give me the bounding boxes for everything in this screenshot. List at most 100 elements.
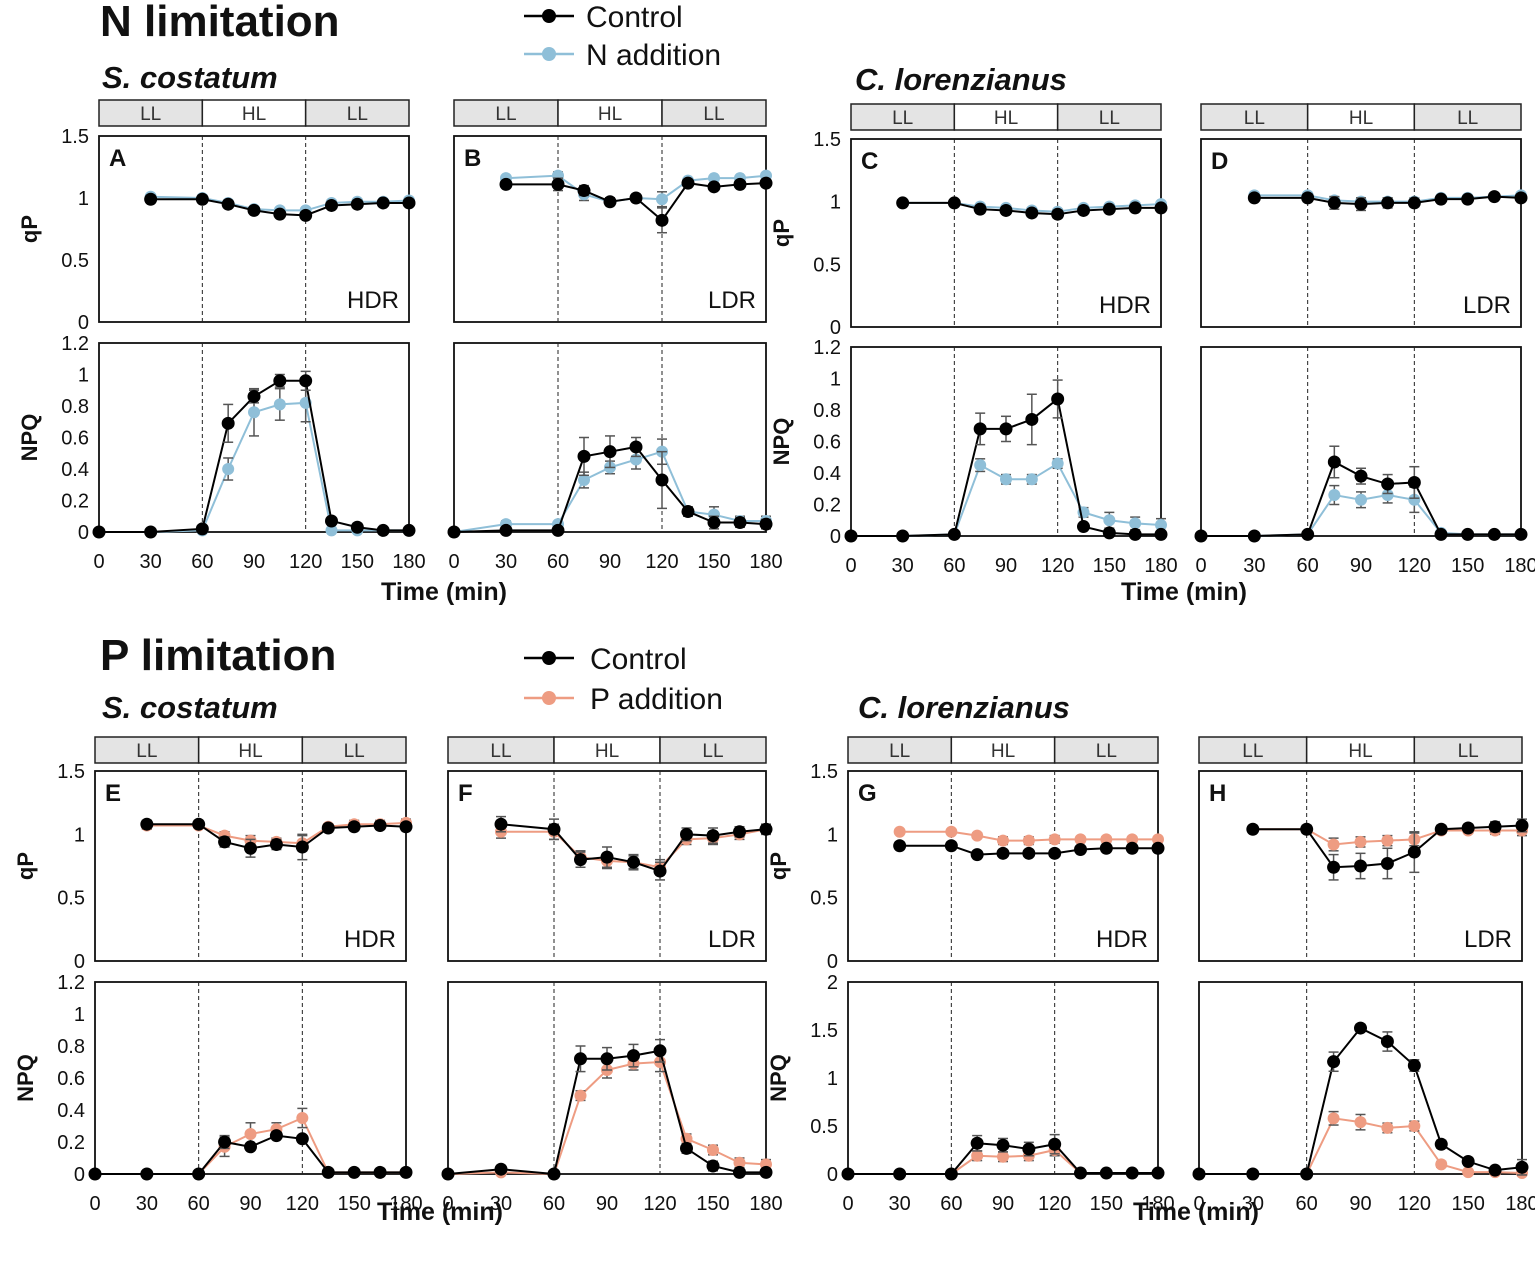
control-data-point <box>733 1165 746 1179</box>
light-period-label-ll: LL <box>344 741 365 762</box>
treatment-data-point <box>945 825 958 838</box>
control-data-point <box>1154 201 1168 215</box>
control-data-point <box>1380 856 1394 870</box>
control-data-point <box>1022 1142 1036 1156</box>
legend-n-control-label: Control <box>586 1 683 34</box>
qp-plot-h: H LDR <box>1198 770 1529 962</box>
control-data-point <box>1407 475 1421 489</box>
control-data-point <box>1487 527 1501 541</box>
control-data-point <box>347 1165 361 1179</box>
control-data-point <box>1246 1167 1260 1181</box>
qp-plot-d: D LDR <box>1200 138 1528 328</box>
dark-rate-label: LDR <box>708 926 756 953</box>
control-data-point <box>140 817 154 831</box>
legend-p-addition-marker <box>542 691 556 705</box>
light-period-box-ll <box>1053 736 1159 764</box>
control-data-point <box>970 848 984 862</box>
y-tick-label: 0.2 <box>57 1132 85 1154</box>
control-data-point <box>996 1138 1010 1152</box>
control-data-point <box>350 197 364 211</box>
control-data-point <box>759 517 773 531</box>
qp-plot-a: 0 0.5 1 1.5 qP A HDR <box>17 126 416 334</box>
treatment-data-point <box>296 1112 309 1124</box>
control-data-point <box>1381 477 1395 491</box>
treatment-data-point <box>1381 834 1394 847</box>
control-data-point <box>1125 841 1139 855</box>
control-data-point <box>373 818 387 832</box>
control-data-point <box>574 853 587 867</box>
npq-plot-e: 0 0.2 0.4 0.6 0.8 1 1.2 NPQ 0 30 60 90 120 150 180 <box>13 972 423 1215</box>
qp-y-axis-title: qP <box>766 852 791 880</box>
y-tick-label: 0.5 <box>61 250 89 272</box>
control-data-point <box>273 207 287 221</box>
y-tick-label: 0 <box>78 522 89 544</box>
control-data-point <box>600 850 614 864</box>
treatment-data-point <box>971 829 984 842</box>
control-data-point <box>1434 1137 1448 1151</box>
light-period-label-hl: HL <box>595 741 619 762</box>
x-tick-label: 180 <box>1141 1193 1174 1215</box>
control-data-point <box>88 1167 102 1181</box>
light-period-box-ll <box>661 99 767 127</box>
treatment-data-point <box>1022 834 1035 847</box>
control-data-point <box>574 1052 587 1066</box>
treatment-data-point <box>1408 1120 1421 1132</box>
control-data-point <box>325 514 338 528</box>
y-tick-label: 0.5 <box>813 254 841 276</box>
x-tick-label: 0 <box>448 551 459 573</box>
control-data-point <box>325 198 338 212</box>
control-data-point <box>1327 860 1341 874</box>
x-tick-label: 150 <box>337 1193 370 1215</box>
treatment-data-point <box>733 1156 746 1169</box>
qp-plot-frame <box>847 770 1159 962</box>
treatment-data-point <box>707 1144 719 1156</box>
control-data-point <box>144 525 158 539</box>
y-tick-label: 0.5 <box>810 888 838 910</box>
control-data-point <box>402 523 416 537</box>
x-tick-label: 0 <box>1193 1193 1204 1215</box>
x-tick-label: 60 <box>188 1193 210 1215</box>
x-tick-label: 30 <box>490 1193 512 1215</box>
y-tick-label: 0 <box>74 1164 85 1186</box>
treatment-data-point <box>1354 1116 1367 1129</box>
control-data-point <box>603 195 617 209</box>
control-data-point <box>996 846 1010 860</box>
control-data-point <box>399 1165 413 1179</box>
npq-plot-g: 0 0.5 1 1.5 2 NPQ 0 30 60 90 120 150 180 <box>766 972 1175 1215</box>
control-data-point <box>1461 821 1475 835</box>
control-data-point <box>1051 207 1065 221</box>
control-data-point <box>321 821 335 835</box>
legend-n: Control N addition <box>524 1 721 72</box>
section-title-p: P limitation <box>100 631 336 680</box>
x-tick-label: 120 <box>645 551 678 573</box>
light-period-label-ll: LL <box>136 741 157 762</box>
y-tick-label: 0 <box>830 526 841 548</box>
y-tick-label: 1 <box>78 188 89 210</box>
legend-n-addition-marker <box>542 47 556 61</box>
control-series-line <box>150 198 409 217</box>
npq-y-axis-title: NPQ <box>17 414 42 462</box>
light-period-box-ll <box>301 736 407 764</box>
control-data-point <box>1077 203 1090 217</box>
x-tick-label: 90 <box>596 1193 618 1215</box>
control-data-point <box>1128 527 1142 541</box>
control-data-point <box>144 192 158 206</box>
qp-plot-frame <box>1200 138 1522 328</box>
control-data-point <box>140 1167 154 1181</box>
legend-n-addition-label: N addition <box>586 39 721 72</box>
x-tick-label: 150 <box>696 1193 729 1215</box>
npq-plot-c: 0 0.2 0.4 0.6 0.8 1 1.2 NPQ 0 30 60 90 120 150 180 <box>769 337 1178 577</box>
x-tick-label: 90 <box>239 1193 261 1215</box>
control-data-point <box>221 416 235 430</box>
x-tick-label: 90 <box>599 551 621 573</box>
panel-b: LL HL LL B LDR 0 30 60 90 120 150 180 <box>447 99 783 573</box>
light-period-label-ll: LL <box>1099 108 1120 129</box>
control-data-point <box>653 864 667 878</box>
control-data-point <box>494 817 508 831</box>
control-data-point <box>1434 822 1448 836</box>
x-tick-label: 0 <box>442 1193 453 1215</box>
y-tick-label: 0.2 <box>813 495 841 517</box>
control-data-point <box>627 1049 640 1063</box>
treatment-data-point <box>997 834 1009 847</box>
